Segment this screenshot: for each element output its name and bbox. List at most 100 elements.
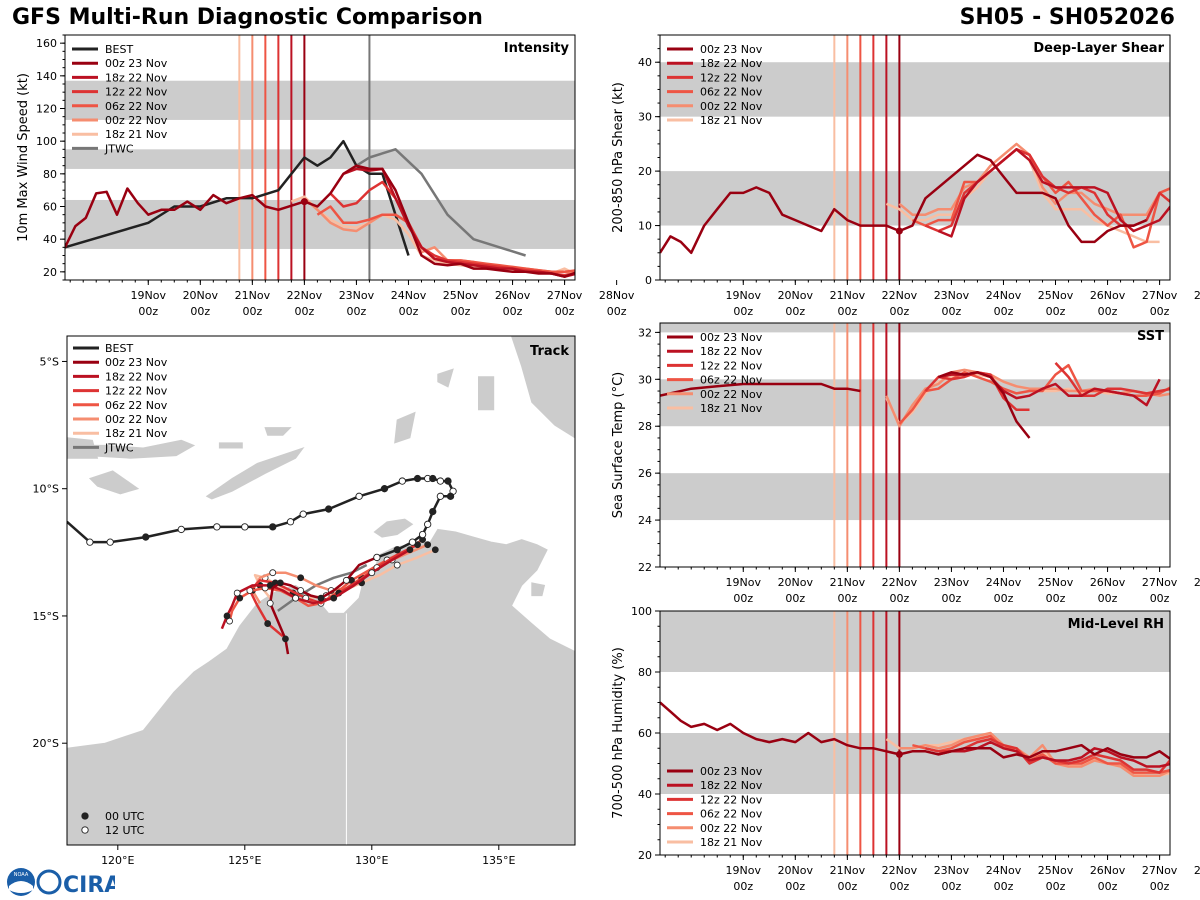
x-tick-label: 25Nov	[1038, 864, 1074, 877]
track-time-marker	[431, 546, 439, 554]
best-track-marker	[373, 553, 381, 562]
y-tick-label: 30	[638, 373, 652, 386]
x-tick-label: 00z	[733, 880, 753, 893]
x-tick-label: 25Nov	[1038, 576, 1074, 589]
x-tick-label: 20Nov	[778, 289, 814, 302]
x-tick-label: 19Nov	[726, 289, 762, 302]
best-track-marker	[413, 474, 422, 483]
x-tick-label: 00z	[733, 305, 753, 318]
best-track-marker	[142, 533, 150, 541]
cira-globe-icon	[36, 869, 62, 895]
legend-label: 18z 22 Nov	[700, 345, 763, 358]
x-tick-label: 26Nov	[1090, 576, 1126, 589]
panel-title: Mid-Level RH	[1068, 617, 1164, 632]
legend-label: JTWC	[104, 142, 134, 155]
legend-label: 12z 22 Nov	[105, 385, 168, 398]
legend-label: 00z 23 Nov	[700, 331, 763, 344]
y-tick-label: 28	[638, 420, 652, 433]
x-tick-label: 00z	[889, 880, 909, 893]
x-tick-label: 21Nov	[830, 576, 866, 589]
run-track-line	[220, 548, 411, 630]
x-tick-label: 00z	[942, 880, 962, 893]
x-tick-label: 27Nov	[1142, 289, 1178, 302]
y-tick-label: 100	[631, 605, 652, 618]
best-track-marker	[106, 538, 114, 546]
run-init-marker	[895, 227, 903, 235]
best-track-marker	[286, 518, 295, 526]
lon-tick-label: 120°E	[101, 854, 134, 867]
y-tick-label: 0	[645, 274, 652, 287]
panel-rh: 19Nov 00z 20Nov 00z 21Nov 00z 22Nov 00z 23Nov 00z…	[611, 605, 1200, 893]
best-series-line	[65, 139, 410, 256]
run-init-marker	[300, 198, 308, 206]
x-tick-label: 00z	[190, 305, 210, 318]
x-tick-label: 00z	[242, 305, 262, 318]
x-tick-label: 00z	[1046, 305, 1066, 318]
track-time-marker	[393, 561, 401, 569]
y-tick-label: 100	[36, 135, 57, 148]
track-time-marker	[276, 579, 284, 587]
x-tick-label: 00z	[1150, 880, 1170, 893]
lat-tick-label: 15°S	[33, 610, 59, 623]
legend-label: 18z 21 Nov	[105, 128, 168, 141]
best-track-marker	[446, 492, 455, 500]
y-tick-label: 20	[43, 266, 57, 279]
lat-tick-label: 20°S	[33, 737, 59, 750]
best-track-marker	[429, 507, 437, 516]
groote-eylandt	[531, 582, 546, 597]
threshold-band	[660, 323, 1170, 333]
track-time-marker	[368, 569, 376, 577]
y-tick-label: 160	[36, 37, 57, 50]
run-series-line	[937, 371, 1031, 439]
legend-label: 00z 23 Nov	[700, 43, 763, 56]
noaa-wave-icon	[9, 881, 33, 893]
run-series-line	[937, 148, 1170, 238]
panel-sst: 19Nov 00z 20Nov 00z 21Nov 00z 22Nov 00z 23Nov 00z…	[611, 322, 1200, 605]
alor-island	[218, 442, 243, 449]
x-tick-label: 00z	[733, 592, 753, 605]
panel-intensity: 19Nov 00z 20Nov 00z 21Nov 00z 22Nov 00z 23Nov 00z…	[16, 34, 635, 318]
x-tick-label: 24Nov	[986, 864, 1022, 877]
legend-label: BEST	[105, 342, 133, 355]
x-tick-label: 00z	[503, 305, 523, 318]
track-time-marker	[266, 599, 274, 607]
track-time-marker	[223, 612, 231, 620]
y-tick-label: 20	[638, 849, 652, 862]
x-tick-label: 00z	[1098, 880, 1118, 893]
best-track-marker	[86, 538, 94, 546]
y-tick-label: 24	[638, 514, 652, 527]
tanimbar-island	[394, 411, 416, 444]
legend-label: 18z 22 Nov	[105, 370, 168, 383]
legend-label: 06z 22 Nov	[105, 399, 168, 412]
x-tick-label: 22Nov	[287, 289, 323, 302]
x-tick-label: 22Nov	[882, 864, 918, 877]
x-tick-label: 26Nov	[495, 289, 531, 302]
x-tick-label: 00z	[837, 592, 857, 605]
best-track-marker	[241, 523, 249, 531]
plot-area	[65, 35, 575, 280]
x-tick-label: 19Nov	[726, 864, 762, 877]
lon-tick-label: 130°E	[355, 854, 388, 867]
run-series-line	[899, 731, 1170, 777]
plot-area	[660, 611, 1170, 855]
x-tick-label: 28Nov	[1194, 576, 1200, 589]
best-track-marker	[380, 485, 389, 493]
run-series-line	[925, 737, 1170, 774]
lat-tick-label: 10°S	[33, 483, 59, 496]
x-tick-label: 00z	[294, 305, 314, 318]
panel-title: Intensity	[504, 41, 570, 56]
legend-label: 18z 21 Nov	[700, 402, 763, 415]
panel-title: SST	[1137, 329, 1164, 344]
track-time-marker	[266, 582, 274, 589]
legend-label: 00z 22 Nov	[700, 822, 763, 835]
jtwc-series-line	[355, 148, 526, 257]
x-tick-label: 24Nov	[391, 289, 427, 302]
y-axis-label: Sea Surface Temp (°C)	[611, 372, 626, 519]
y-tick-label: 10	[638, 220, 652, 233]
lon-tick-label: 125°E	[228, 854, 261, 867]
legend-label: 18z 21 Nov	[105, 427, 168, 440]
x-tick-label: 00z	[138, 305, 158, 318]
best-track-marker	[213, 523, 221, 531]
x-tick-label: 28Nov	[599, 289, 635, 302]
